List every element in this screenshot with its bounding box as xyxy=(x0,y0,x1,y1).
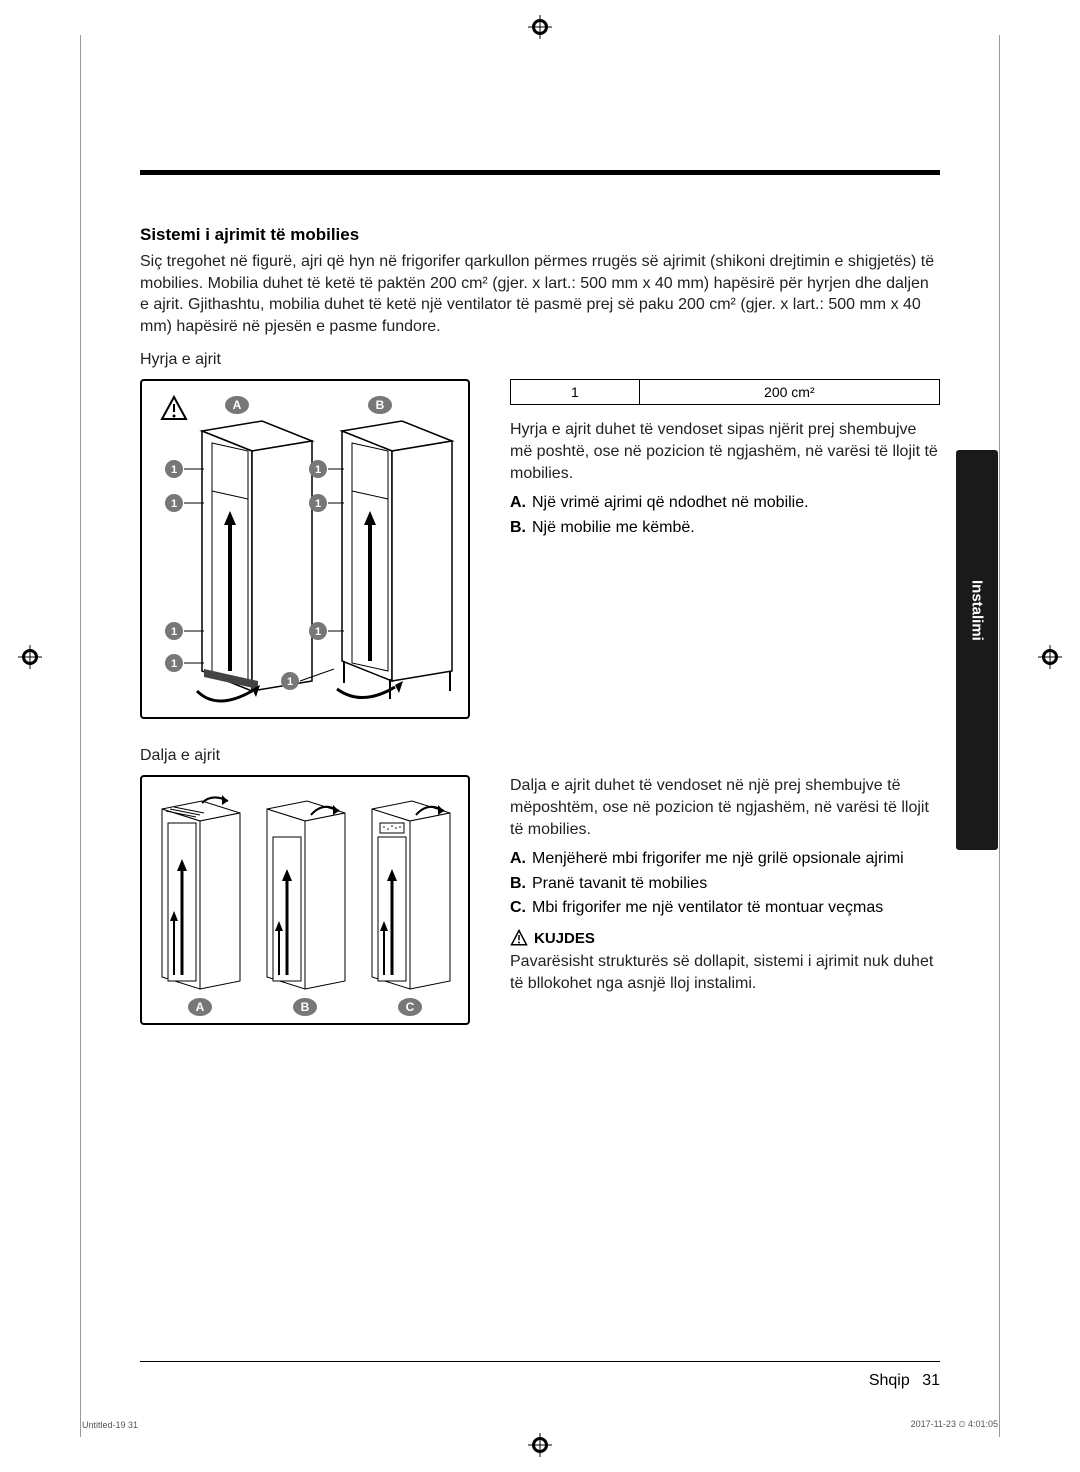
header-rule xyxy=(140,170,940,175)
svg-text:B: B xyxy=(376,398,385,412)
list-item: B. Pranë tavanit të mobilies xyxy=(510,873,940,895)
outlet-list: A. Menjëherë mbi frigorifer me një grilë… xyxy=(510,848,940,919)
registration-mark-icon xyxy=(1038,645,1062,669)
svg-text:1: 1 xyxy=(315,464,321,476)
list-text: Mbi frigorifer me një ventilator të mont… xyxy=(532,897,883,919)
list-text: Pranë tavanit të mobilies xyxy=(532,873,707,895)
print-meta-left: Untitled-19 31 xyxy=(82,1420,138,1430)
svg-text:1: 1 xyxy=(171,626,177,638)
side-tab: Instalimi xyxy=(956,450,998,850)
inlet-list: A. Një vrimë ajrimi që ndodhet në mobili… xyxy=(510,492,940,539)
inlet-spec-table: 1 200 cm² xyxy=(510,379,940,405)
warning-triangle-icon xyxy=(510,929,528,947)
inlet-intro: Hyrja e ajrit duhet të vendoset sipas nj… xyxy=(510,419,940,484)
page-footer: Shqip 31 xyxy=(869,1372,940,1390)
svg-text:A: A xyxy=(233,398,242,412)
caution-label: KUJDES xyxy=(534,930,595,947)
list-text: Një mobilie me këmbë. xyxy=(532,517,695,539)
svg-text:1: 1 xyxy=(315,498,321,510)
caution-heading: KUJDES xyxy=(510,929,940,947)
list-text: Menjëherë mbi frigorifer me një grilë op… xyxy=(532,848,904,870)
table-cell: 200 cm² xyxy=(639,380,939,405)
registration-mark-icon xyxy=(18,645,42,669)
list-item: B. Një mobilie me këmbë. xyxy=(510,517,940,539)
inlet-heading: Hyrja e ajrit xyxy=(140,351,940,369)
list-item: A. Një vrimë ajrimi që ndodhet në mobili… xyxy=(510,492,940,514)
svg-text:C: C xyxy=(406,1000,415,1014)
list-item: C. Mbi frigorifer me një ventilator të m… xyxy=(510,897,940,919)
print-meta-right: 2017-11-23 ⏲ 4:01:05 xyxy=(911,1419,998,1430)
list-label: B. xyxy=(510,873,532,895)
footer-page: 31 xyxy=(922,1372,940,1389)
list-label: A. xyxy=(510,848,532,870)
list-label: B. xyxy=(510,517,532,539)
list-item: A. Menjëherë mbi frigorifer me një grilë… xyxy=(510,848,940,870)
list-label: A. xyxy=(510,492,532,514)
svg-text:1: 1 xyxy=(171,498,177,510)
svg-text:1: 1 xyxy=(287,676,293,688)
page-content: Sistemi i ajrimit të mobilies Siç tregoh… xyxy=(140,170,940,1025)
outlet-heading: Dalja e ajrit xyxy=(140,747,940,765)
footer-lang: Shqip xyxy=(869,1372,910,1389)
list-text: Një vrimë ajrimi që ndodhet në mobilie. xyxy=(532,492,809,514)
table-cell: 1 xyxy=(511,380,640,405)
section-title: Sistemi i ajrimit të mobilies xyxy=(140,225,940,245)
svg-text:1: 1 xyxy=(171,658,177,670)
outlet-intro: Dalja e ajrit duhet të vendoset në një p… xyxy=(510,775,940,840)
footer-rule xyxy=(140,1361,940,1362)
list-label: C. xyxy=(510,897,532,919)
svg-text:A: A xyxy=(196,1000,205,1014)
svg-text:1: 1 xyxy=(315,626,321,638)
outlet-diagram: A B C xyxy=(140,775,470,1025)
svg-text:B: B xyxy=(301,1000,310,1014)
svg-text:1: 1 xyxy=(171,464,177,476)
caution-text: Pavarësisht strukturës së dollapit, sist… xyxy=(510,951,940,994)
section-body: Siç tregohet në figurë, ajri që hyn në f… xyxy=(140,251,940,337)
side-tab-label: Instalimi xyxy=(969,580,986,641)
inlet-diagram: A B xyxy=(140,379,470,719)
